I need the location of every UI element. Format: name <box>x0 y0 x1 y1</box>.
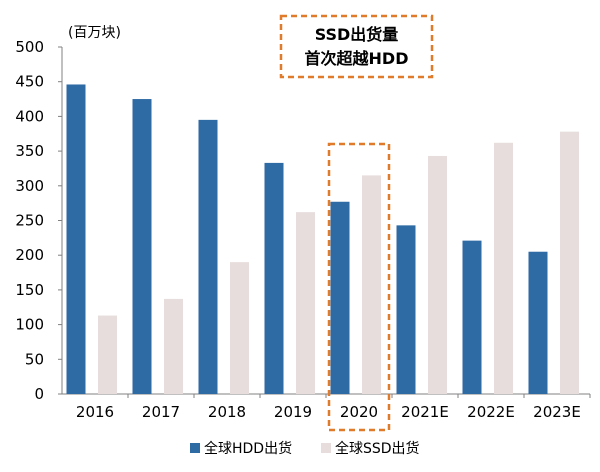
y-tick-label: 100 <box>15 316 44 334</box>
bar-hdd-2016 <box>66 84 86 394</box>
bar-hdd-2017 <box>132 99 152 395</box>
bar-hdd-2021E <box>396 225 416 394</box>
bar-hdd-2018 <box>198 119 218 395</box>
y-tick-label: 200 <box>15 246 44 264</box>
y-tick-label: 500 <box>15 38 44 56</box>
callout-text-line: SSD出货量 <box>315 25 399 44</box>
y-tick-label: 150 <box>15 281 44 299</box>
bar-hdd-2019 <box>264 162 284 394</box>
y-axis-unit-label: (百万块) <box>68 25 121 41</box>
x-tick-label: 2016 <box>76 403 114 421</box>
x-tick-label: 2019 <box>274 403 312 421</box>
bar-ssd-2017 <box>164 298 183 394</box>
x-tick-label: 2017 <box>142 403 180 421</box>
highlight-2020-box <box>327 142 391 432</box>
bar-hdd-2023E <box>528 251 548 394</box>
y-tick-label: 400 <box>15 107 44 125</box>
y-tick-label: 0 <box>34 385 44 403</box>
bar-hdd-2022E <box>462 240 482 394</box>
y-tick-label: 350 <box>15 142 44 160</box>
bar-ssd-2016 <box>98 315 117 394</box>
legend-swatch-ssd <box>321 443 331 453</box>
x-tick-label: 2018 <box>208 403 246 421</box>
bar-ssd-2021E <box>428 155 447 394</box>
bar-ssd-2023E <box>560 131 579 394</box>
legend-label-ssd: 全球SSD出货 <box>335 440 420 457</box>
legend-label-hdd: 全球HDD出货 <box>204 440 292 457</box>
bar-ssd-2020 <box>362 175 381 394</box>
bar-ssd-2019 <box>296 212 315 394</box>
y-tick-label: 50 <box>25 350 44 368</box>
bar-ssd-2018 <box>230 262 249 394</box>
legend-swatch-hdd <box>190 443 200 453</box>
y-tick-label: 250 <box>15 212 44 230</box>
bar-hdd-2020 <box>330 201 350 394</box>
x-tick-label: 2021E <box>401 403 449 421</box>
x-tick-label: 2022E <box>467 403 515 421</box>
y-tick-label: 450 <box>15 73 44 91</box>
callout-text-line: 首次超越HDD <box>305 49 409 68</box>
bar-ssd-2022E <box>494 142 513 394</box>
x-tick-label: 2023E <box>533 403 581 421</box>
callout-box <box>279 14 434 79</box>
x-tick-label: 2020 <box>340 403 378 421</box>
y-tick-label: 300 <box>15 177 44 195</box>
